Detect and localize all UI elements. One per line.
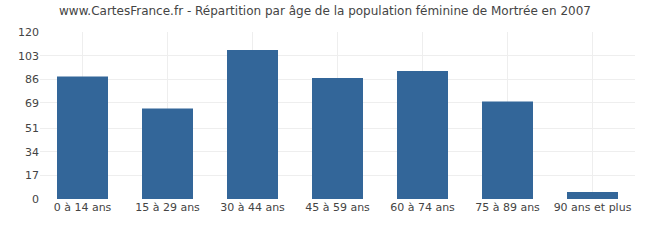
svg-text:34: 34 [25,146,39,159]
svg-text:17: 17 [25,169,39,182]
svg-text:86: 86 [25,73,39,86]
svg-text:69: 69 [25,97,39,110]
svg-text:0 à 14 ans: 0 à 14 ans [54,201,112,214]
svg-text:75 à 89 ans: 75 à 89 ans [475,201,540,214]
svg-text:45 à 59 ans: 45 à 59 ans [305,201,370,214]
svg-text:30 à 44 ans: 30 à 44 ans [220,201,285,214]
svg-text:www.CartesFrance.fr - Répartit: www.CartesFrance.fr - Répartition par âg… [59,4,591,18]
svg-text:51: 51 [25,122,39,135]
svg-text:60 à 74 ans: 60 à 74 ans [390,201,455,214]
svg-text:15 à 29 ans: 15 à 29 ans [135,201,200,214]
svg-text:90 ans et plus: 90 ans et plus [554,201,632,214]
svg-text:0: 0 [32,193,39,206]
svg-text:103: 103 [18,50,39,63]
svg-text:120: 120 [18,26,39,39]
